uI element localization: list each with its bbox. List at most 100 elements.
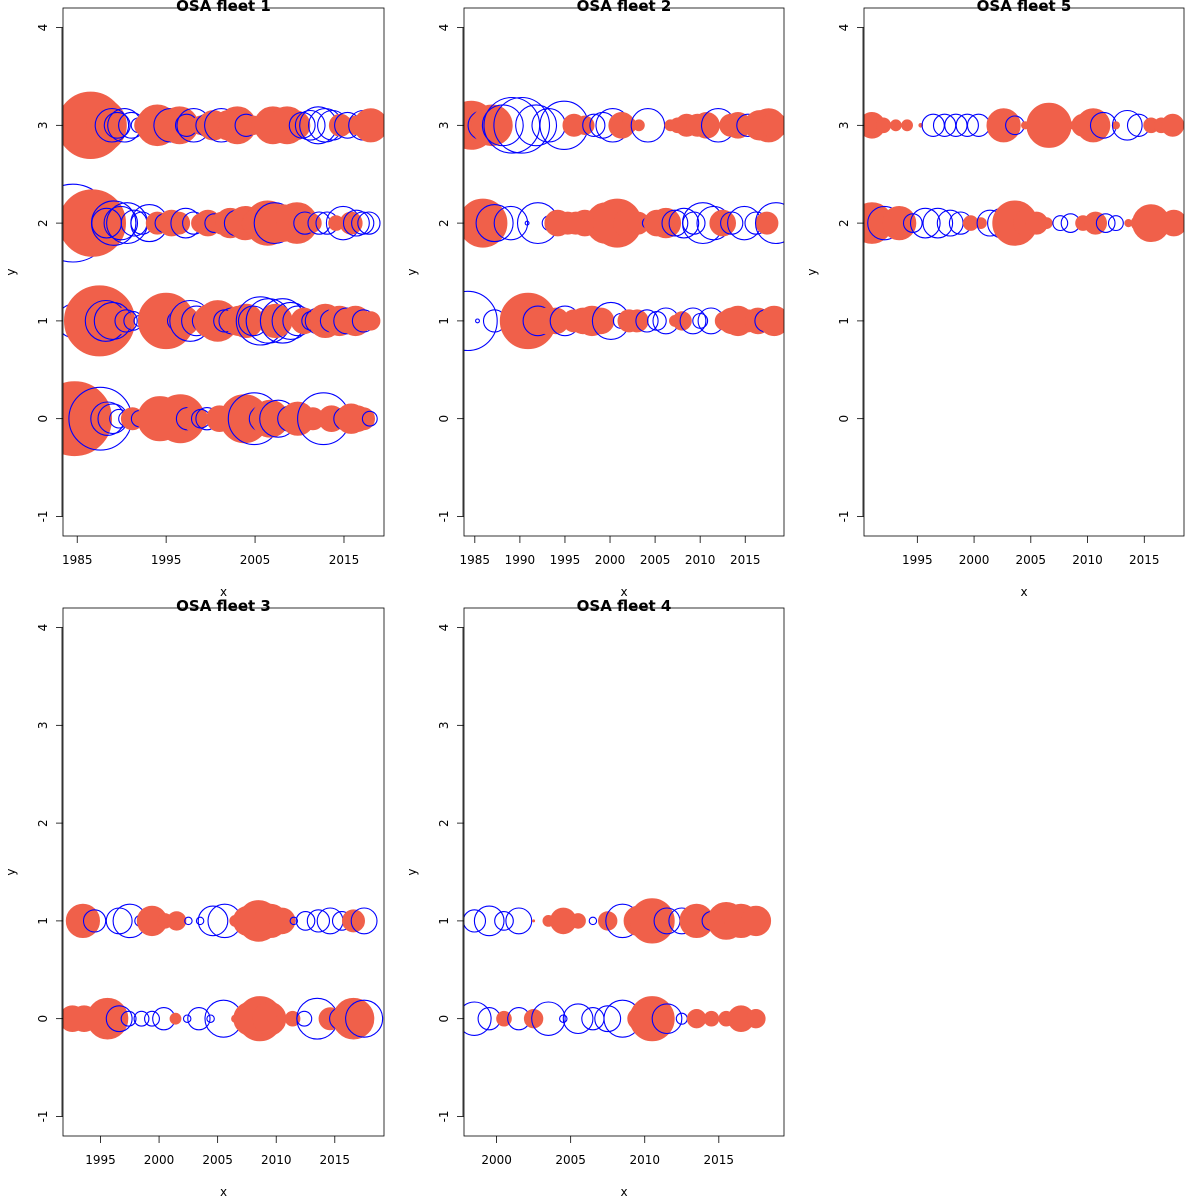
positive-bubble bbox=[889, 119, 902, 132]
positive-bubble bbox=[740, 905, 772, 937]
positive-bubble bbox=[275, 1014, 284, 1023]
y-tick-label: 0 bbox=[437, 415, 451, 423]
negative-bubble bbox=[94, 108, 130, 143]
chart-title: OSA fleet 2 bbox=[577, 0, 672, 15]
x-tick-label: 2000 bbox=[481, 1153, 512, 1167]
negative-bubble bbox=[133, 1010, 150, 1027]
negative-bubble bbox=[182, 1014, 192, 1023]
negative-bubble bbox=[922, 207, 954, 239]
positive-bubble bbox=[65, 903, 100, 939]
positive-bubble bbox=[629, 898, 675, 944]
positive-bubble bbox=[471, 104, 513, 147]
bubbles bbox=[864, 102, 1184, 246]
panel-5: -1 0 1 2 3 4 2000 2005 2010 2015 x y OSA fleet 4 bbox=[405, 597, 785, 1199]
negative-bubble bbox=[493, 205, 529, 241]
positive-bubble bbox=[672, 311, 692, 331]
y-tick-label: 3 bbox=[437, 722, 451, 730]
y-tick-label: 3 bbox=[36, 722, 50, 730]
negative-bubble bbox=[295, 911, 316, 931]
negative-bubble bbox=[1107, 215, 1124, 232]
x-tick-label: 2005 bbox=[202, 1153, 233, 1167]
x-axis-label: x bbox=[220, 585, 227, 599]
x-tick-label: 2015 bbox=[320, 1153, 351, 1167]
y-tick-label: 2 bbox=[36, 219, 50, 227]
panel-2: -1 0 1 2 3 4 1985 1990 1995 2000 2005 2010 2015 x y OSA… bbox=[405, 0, 785, 599]
negative-bubble bbox=[195, 916, 205, 926]
x-tick-label: 2005 bbox=[640, 553, 671, 567]
negative-bubble bbox=[754, 202, 784, 245]
positive-bubble bbox=[353, 108, 384, 143]
positive-bubble bbox=[598, 911, 618, 931]
negative-bubble bbox=[361, 410, 378, 427]
positive-bubble bbox=[755, 211, 779, 235]
negative-bubble bbox=[588, 916, 598, 926]
y-tick-label: -1 bbox=[437, 1110, 451, 1122]
negative-bubble bbox=[114, 309, 138, 333]
negative-bubble bbox=[531, 1001, 566, 1036]
negative-bubble bbox=[103, 205, 139, 241]
positive-bubble bbox=[105, 307, 133, 335]
x-tick-label: 2010 bbox=[261, 1153, 292, 1167]
negative-bubble bbox=[197, 905, 229, 937]
x-tick-label: 2010 bbox=[685, 553, 716, 567]
positive-bubble bbox=[1160, 209, 1184, 237]
positive-bubble bbox=[625, 309, 649, 333]
plot-frame bbox=[863, 7, 1185, 537]
plot-frame bbox=[62, 7, 385, 537]
negative-bubble bbox=[505, 907, 533, 935]
y-tick-label: 1 bbox=[36, 917, 50, 925]
y-tick-label: 0 bbox=[36, 1015, 50, 1023]
negative-bubble bbox=[902, 213, 923, 233]
positive-bubble bbox=[169, 1012, 182, 1025]
negative-bubble bbox=[184, 916, 193, 926]
positive-bubble bbox=[1161, 113, 1184, 137]
panel-1: -1 0 1 2 3 4 1985 1995 2005 2015 x y OSA fleet 1 bbox=[4, 0, 385, 599]
y-axis-label: y bbox=[4, 868, 18, 875]
x-tick-label: 2000 bbox=[595, 553, 626, 567]
x-tick-label: 2015 bbox=[730, 553, 761, 567]
y-tick-label: 4 bbox=[36, 624, 50, 632]
x-tick-label: 2005 bbox=[1016, 553, 1047, 567]
y-tick-label: 4 bbox=[837, 24, 851, 32]
bubbles bbox=[464, 96, 784, 352]
y-tick-label: 2 bbox=[437, 819, 451, 827]
positive-bubble bbox=[1076, 108, 1111, 143]
bubbles bbox=[63, 900, 384, 1042]
negative-bubble bbox=[105, 907, 133, 935]
negative-bubble bbox=[955, 113, 979, 137]
positive-bubble bbox=[166, 911, 187, 931]
negative-bubble bbox=[679, 307, 707, 335]
positive-bubble bbox=[1111, 121, 1121, 130]
negative-bubble bbox=[105, 1005, 133, 1033]
bubbles bbox=[63, 91, 384, 457]
negative-bubble bbox=[357, 211, 381, 235]
negative-bubble bbox=[294, 109, 326, 141]
negative-bubble bbox=[515, 104, 558, 147]
y-tick-label: 2 bbox=[36, 819, 50, 827]
chart-title: OSA fleet 4 bbox=[577, 597, 672, 615]
y-tick-label: 4 bbox=[36, 24, 50, 32]
positive-bubble bbox=[1026, 102, 1072, 148]
y-tick-label: 3 bbox=[837, 122, 851, 130]
y-tick-label: 1 bbox=[437, 917, 451, 925]
negative-bubble bbox=[1111, 109, 1143, 141]
x-tick-label: 2000 bbox=[144, 1153, 175, 1167]
negative-bubble bbox=[206, 1014, 215, 1023]
negative-bubble bbox=[661, 209, 689, 237]
negative-bubble bbox=[345, 999, 384, 1038]
negative-bubble bbox=[464, 1001, 492, 1036]
negative-bubble bbox=[1095, 213, 1116, 233]
negative-bubble bbox=[493, 96, 551, 154]
y-tick-label: -1 bbox=[837, 510, 851, 522]
positive-bubble bbox=[760, 112, 784, 139]
x-tick-label: 2010 bbox=[629, 1153, 660, 1167]
negative-bubble bbox=[582, 113, 606, 137]
positive-bubble bbox=[523, 1009, 544, 1029]
positive-bubble bbox=[986, 108, 1021, 143]
y-tick-label: 4 bbox=[437, 624, 451, 632]
x-tick-label: 2000 bbox=[959, 553, 990, 567]
negative-bubble bbox=[342, 209, 370, 237]
y-axis-label: y bbox=[4, 268, 18, 275]
positive-bubble bbox=[633, 119, 645, 132]
positive-bubble bbox=[532, 919, 536, 923]
